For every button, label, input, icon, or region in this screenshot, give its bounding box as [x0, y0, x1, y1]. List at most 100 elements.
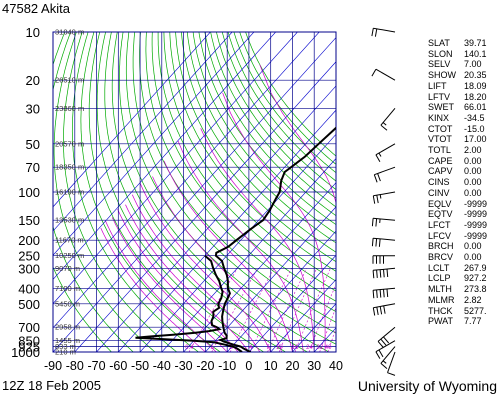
- index-value: 0.00: [464, 252, 482, 263]
- index-value: 17.00: [464, 134, 487, 145]
- height-label: 5450 m: [55, 299, 80, 308]
- index-value: -9999: [464, 198, 488, 209]
- height-label: 31040 m: [55, 28, 84, 37]
- index-key: SWET: [428, 102, 454, 113]
- index-key: BRCV: [428, 252, 454, 263]
- wind-barb-half: [378, 152, 382, 157]
- index-row: BRCV 0.00: [428, 252, 498, 263]
- index-key: SELV: [428, 59, 451, 70]
- wind-barb-full: [378, 349, 384, 358]
- temperature-tick-label: 0: [245, 359, 252, 373]
- wind-barb-full: [372, 307, 376, 316]
- index-key: CAPE: [428, 155, 453, 166]
- height-label: 2958 m: [55, 323, 80, 332]
- index-row: SELV 7.00: [428, 59, 498, 70]
- index-value: 39.71: [464, 38, 487, 48]
- index-row: EQLV -9999: [428, 199, 498, 210]
- pressure-tick-label: 20: [26, 73, 40, 88]
- wind-barb-full: [377, 341, 384, 348]
- pressure-tick-label: 850: [18, 334, 40, 349]
- pressure-tick-label: 400: [18, 281, 40, 296]
- pressure-tick-label: 70: [26, 160, 40, 175]
- temperature-tick-label: 20: [286, 359, 300, 373]
- wind-barb-full: [371, 238, 374, 247]
- dry-adiabat-line: [245, 32, 336, 157]
- wind-barb-full: [376, 195, 379, 204]
- wind-barb-full: [380, 124, 388, 131]
- station-title: 47582 Akita: [2, 1, 70, 16]
- index-value: 5277.: [464, 305, 487, 316]
- wind-barb-full: [386, 268, 389, 278]
- dry-adiabat-line: [221, 32, 336, 191]
- index-value: 66.01: [464, 102, 487, 113]
- dewpoint-profile-line: [135, 254, 243, 352]
- pressure-tick-label: 300: [18, 261, 40, 276]
- wind-barb-full: [372, 290, 375, 299]
- index-key: LFCT: [428, 219, 451, 230]
- index-key: EQTV: [428, 209, 453, 220]
- index-row: LFCT -9999: [428, 220, 498, 231]
- wind-barb-staff: [375, 143, 396, 156]
- wind-barb: [372, 191, 396, 204]
- index-row: CTOT -15.0: [428, 124, 498, 135]
- wind-barb: [372, 255, 395, 264]
- pressure-tick-label: 150: [18, 213, 40, 228]
- wind-barb-staff: [373, 267, 396, 271]
- wind-barb: [380, 107, 396, 131]
- index-value: 20.35: [464, 70, 487, 81]
- index-key: TOTL: [428, 145, 451, 156]
- dry-adiabat-line: [227, 32, 336, 182]
- index-row: CAPE 0.00: [428, 156, 498, 167]
- index-row: SWET 66.01: [428, 102, 498, 113]
- index-value: 0.00: [464, 155, 482, 166]
- height-label: 11670 m: [55, 236, 84, 245]
- index-value: -9999: [464, 230, 488, 241]
- index-row: CINV 0.00: [428, 188, 498, 199]
- wind-barb-staff: [373, 237, 396, 241]
- pressure-tick-label: 925: [18, 340, 40, 355]
- pressure-tick-label: 30: [26, 101, 40, 116]
- index-value: -9999: [464, 219, 488, 230]
- index-value: 18.09: [464, 80, 487, 91]
- mixing-ratio-line: [229, 268, 275, 352]
- mixing-ratio-line: [294, 268, 331, 352]
- index-row: LFCV -9999: [428, 231, 498, 242]
- wind-barb: [373, 166, 396, 183]
- index-row: VTOT 17.00: [428, 134, 498, 145]
- height-label: 833 m: [55, 342, 76, 351]
- mixing-ratio-line: [267, 268, 307, 352]
- index-value: 0.00: [464, 187, 482, 198]
- index-row: CINS 0.00: [428, 177, 498, 188]
- isotherm-line: [226, 230, 336, 352]
- wind-barb: [375, 143, 396, 163]
- mixing-ratio-line: [250, 268, 292, 352]
- index-row: SHOW 20.35: [428, 70, 498, 81]
- index-row: CAPV 0.00: [428, 166, 498, 177]
- pressure-tick-label: 500: [18, 297, 40, 312]
- wind-barb-staff: [375, 340, 396, 353]
- dry-adiabat-line: [53, 32, 134, 352]
- index-row: LCLP 927.2: [428, 273, 498, 284]
- pressure-tick-label: 1000: [11, 345, 40, 360]
- temperature-tick-label: -60: [109, 359, 127, 373]
- wind-barb-staff: [373, 287, 396, 291]
- mixing-ratio-label: 1: [210, 345, 214, 351]
- index-key: THCK: [428, 305, 453, 316]
- wind-barb-full: [380, 363, 388, 369]
- mixing-ratio-line: [188, 268, 238, 352]
- index-row: THCK 5277.: [428, 306, 498, 317]
- pressure-tick-label: 50: [26, 137, 40, 152]
- index-value: -34.5: [464, 112, 485, 123]
- wind-barb-full: [383, 289, 385, 298]
- index-value: 273.8: [464, 284, 487, 295]
- index-key: EQLV: [428, 198, 452, 209]
- wind-barb: [372, 287, 396, 299]
- index-key: KINX: [428, 112, 450, 123]
- height-label: 10250 m: [55, 251, 84, 260]
- pressure-tick-label: 100: [18, 185, 40, 200]
- mixing-ratio-line: [319, 306, 336, 352]
- wind-barb: [371, 237, 396, 247]
- moist-adiabat-line: [177, 140, 304, 352]
- index-key: LFCV: [428, 230, 452, 241]
